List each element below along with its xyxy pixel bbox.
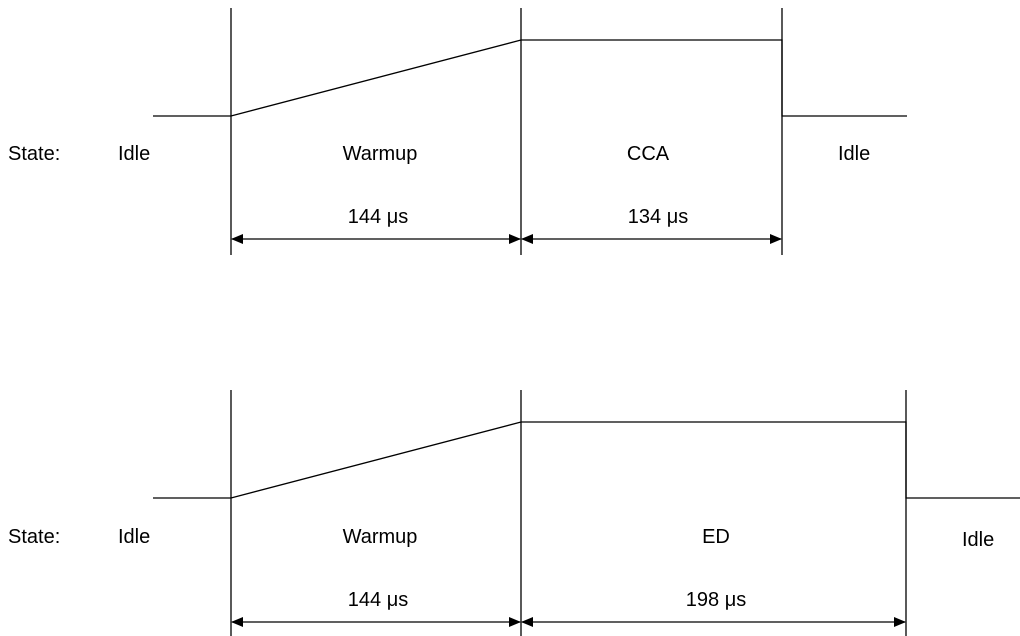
- duration-label-warmup: 144 μs: [348, 589, 408, 611]
- state-label: State:: [8, 526, 60, 548]
- phase-label-warmup: Warmup: [343, 143, 418, 165]
- phase-label-cca: CCA: [627, 143, 670, 165]
- phase-label-idle-end: Idle: [838, 143, 870, 165]
- duration-label-cca: 134 μs: [628, 206, 688, 228]
- ed-timing-diagram: State: Idle Warmup ED Idle 144 μs 198 μs: [8, 390, 1020, 636]
- phase-label-ed: ED: [702, 526, 730, 548]
- state-label: State:: [8, 143, 60, 165]
- power-waveform: [153, 39, 907, 117]
- phase-label-idle-start: Idle: [118, 143, 150, 165]
- phase-label-idle-start: Idle: [118, 526, 150, 548]
- duration-label-ed: 198 μs: [686, 589, 746, 611]
- phase-label-idle-end: Idle: [962, 529, 994, 551]
- duration-label-warmup: 144 μs: [348, 206, 408, 228]
- cca-timing-diagram: State: Idle Warmup CCA Idle 144 μs 134 μ…: [8, 8, 907, 255]
- power-waveform: [153, 421, 1020, 499]
- phase-label-warmup: Warmup: [343, 526, 418, 548]
